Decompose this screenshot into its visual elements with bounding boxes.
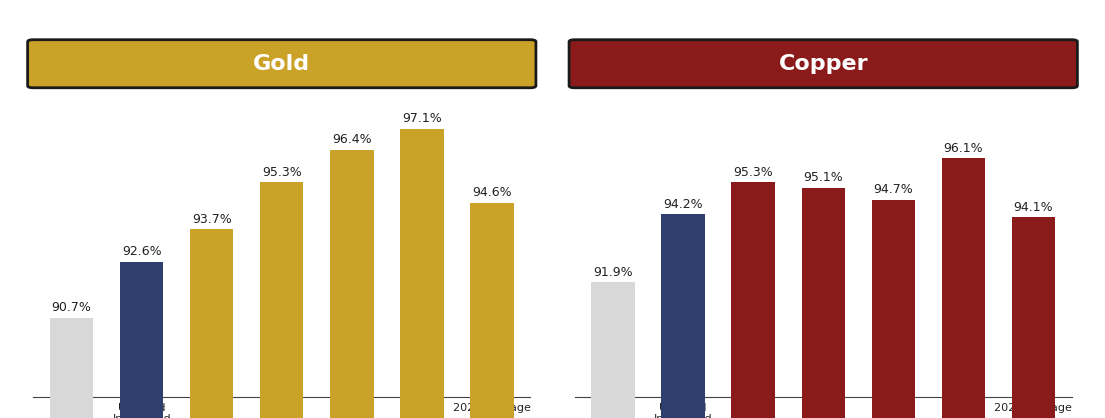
Text: 94.7%: 94.7% xyxy=(873,183,913,196)
Text: 94.1%: 94.1% xyxy=(1013,201,1053,214)
Bar xyxy=(120,262,164,418)
Bar xyxy=(1011,217,1055,418)
Text: 96.1%: 96.1% xyxy=(944,142,983,155)
Text: Copper: Copper xyxy=(778,54,869,74)
Text: 95.3%: 95.3% xyxy=(262,166,302,178)
Text: 96.4%: 96.4% xyxy=(332,133,371,146)
Bar xyxy=(190,229,233,418)
Bar xyxy=(941,158,985,418)
Bar xyxy=(330,150,373,418)
Text: 90.7%: 90.7% xyxy=(52,301,92,314)
Text: 94.6%: 94.6% xyxy=(472,186,512,199)
Text: 91.9%: 91.9% xyxy=(593,266,633,279)
Bar xyxy=(50,318,94,418)
Text: 92.6%: 92.6% xyxy=(122,245,161,258)
Text: 95.3%: 95.3% xyxy=(734,166,774,178)
Text: 95.1%: 95.1% xyxy=(803,171,843,184)
Text: 93.7%: 93.7% xyxy=(192,213,232,226)
Bar xyxy=(872,200,915,418)
Bar xyxy=(732,182,775,418)
Bar xyxy=(591,282,635,418)
Text: 94.2%: 94.2% xyxy=(663,198,703,211)
Bar xyxy=(801,188,845,418)
Text: 97.1%: 97.1% xyxy=(402,112,442,125)
Bar xyxy=(400,129,443,418)
Text: Gold: Gold xyxy=(253,54,311,74)
Bar xyxy=(260,182,304,418)
Bar xyxy=(662,214,705,418)
Bar xyxy=(470,203,514,418)
